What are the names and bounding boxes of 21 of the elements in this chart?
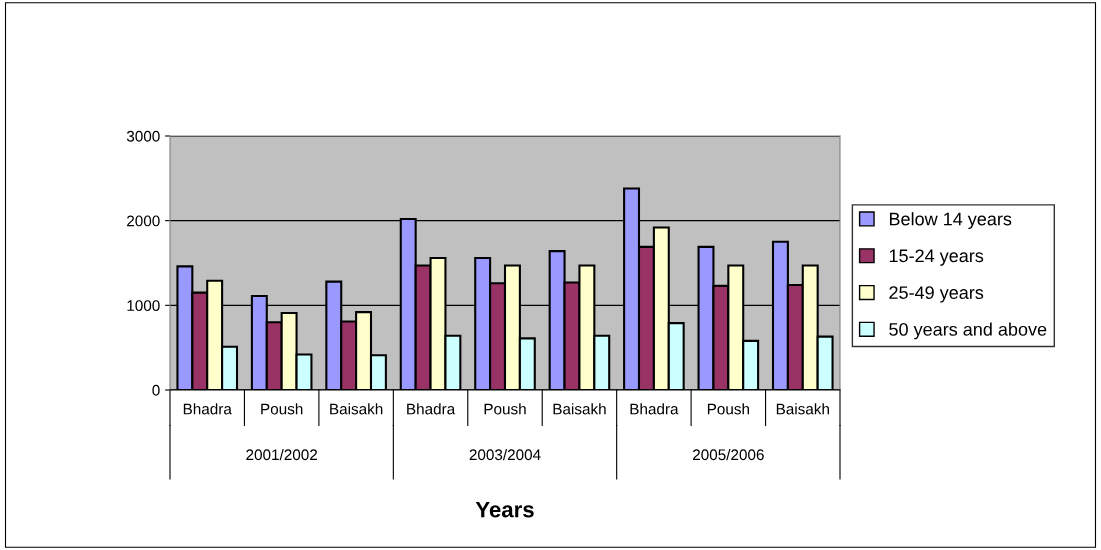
y-tick-label: 3000 (126, 130, 160, 142)
legend-label: 15-24 years (889, 249, 984, 266)
x-tick-label: Baisakh (776, 403, 829, 415)
legend-label: Below 14 years (889, 212, 1012, 229)
x-tick-label: Poush (261, 403, 303, 415)
x-tick-label: Bhadra (183, 403, 232, 415)
x-tick-label: Poush (484, 403, 526, 415)
x-tick-label: Baisakh (553, 403, 606, 415)
x-axis-title: Years (475, 501, 534, 518)
legend-label: 50 years and above (889, 322, 1047, 340)
x-tick-label: Poush (707, 403, 749, 415)
y-tick-label: 0 (152, 384, 160, 396)
text: 2003/2004 (469, 448, 541, 461)
x-tick-label: Baisakh (330, 403, 383, 415)
text: 2005/2006 (693, 448, 764, 461)
x-tick-label: Bhadra (407, 403, 456, 415)
x-tick-label: Bhadra (630, 403, 679, 415)
text: 2001/2002 (246, 448, 318, 461)
y-tick-label: 2000 (127, 215, 160, 227)
y-tick-label: 1000 (127, 300, 160, 312)
legend-label: 25-49 years (889, 286, 984, 303)
